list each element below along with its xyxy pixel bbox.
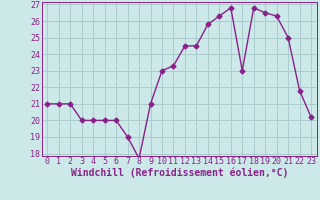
X-axis label: Windchill (Refroidissement éolien,°C): Windchill (Refroidissement éolien,°C)	[70, 168, 288, 178]
